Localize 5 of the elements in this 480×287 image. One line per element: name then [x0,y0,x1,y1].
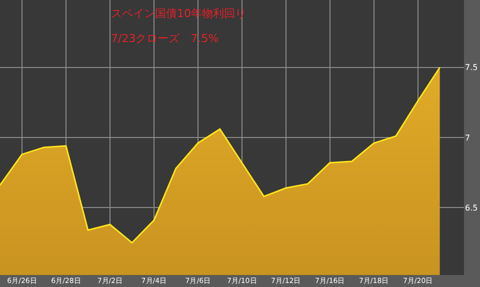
y-tick-label: 6.5 [465,203,478,212]
y-tick-label: 7.5 [465,63,478,72]
text: スペイン国債10年物利回り [111,7,246,20]
y-tick-label: 7 [465,133,470,142]
text: 7/23クローズ 7.5% [111,32,219,45]
